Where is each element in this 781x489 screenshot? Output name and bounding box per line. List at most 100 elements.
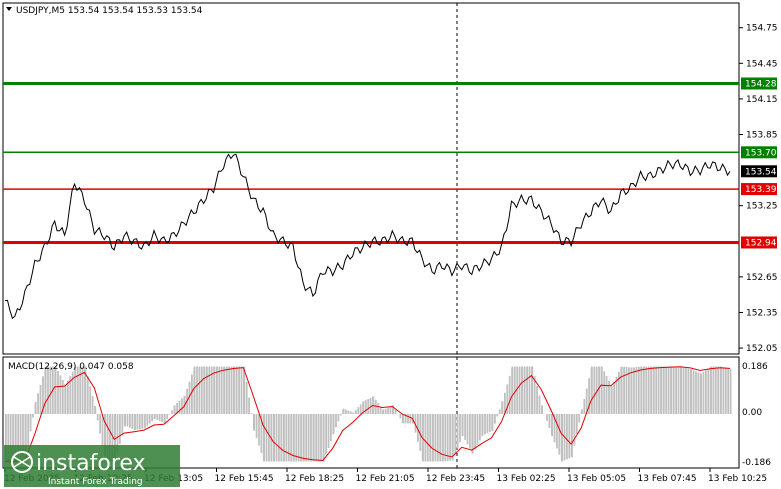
- macd-bar: [171, 410, 173, 414]
- globe-icon: [11, 451, 33, 473]
- macd-bar: [697, 372, 700, 414]
- macd-bar: [42, 376, 44, 414]
- macd-bar: [459, 414, 461, 443]
- macd-bar: [129, 414, 131, 428]
- price-tick-label: 152.05: [746, 344, 778, 354]
- level-tag: [741, 77, 777, 90]
- macd-bar: [446, 414, 449, 461]
- macd-bar: [144, 414, 146, 429]
- macd-bar: [407, 414, 409, 424]
- macd-bar: [67, 380, 69, 414]
- instaforex-logo: instaforex Instant Forex Trading: [4, 445, 180, 487]
- macd-bar: [225, 366, 228, 414]
- macd-bar: [573, 414, 576, 446]
- macd-bar: [337, 414, 340, 422]
- time-tick-label: 12 Feb 18:25: [285, 474, 344, 484]
- macd-bar: [513, 366, 516, 414]
- macd-bar: [5, 414, 7, 462]
- macd-bar: [161, 414, 163, 423]
- macd-bar: [387, 407, 389, 414]
- macd-bar: [461, 414, 464, 436]
- macd-bar: [675, 366, 677, 414]
- macd-bar: [690, 369, 693, 414]
- time-tick-label: 12 Feb 15:45: [215, 474, 274, 484]
- macd-bar: [546, 414, 548, 421]
- macd-bar: [339, 414, 342, 416]
- macd-bar: [203, 366, 206, 414]
- macd-bar: [422, 414, 424, 462]
- macd-bar: [605, 376, 608, 414]
- macd-bar: [134, 414, 136, 431]
- macd-bar: [233, 366, 236, 414]
- macd-bar: [104, 414, 107, 462]
- macd-bar: [176, 403, 178, 414]
- macd-tick-zero: 0.00: [742, 408, 762, 418]
- macd-bar: [682, 367, 685, 414]
- macd-title: MACD(12,26,9) 0.047 0.058: [8, 362, 134, 372]
- macd-bar: [571, 414, 573, 457]
- macd-bar: [399, 414, 402, 419]
- macd-bar: [141, 414, 144, 429]
- macd-bar: [392, 405, 395, 414]
- macd-bar: [158, 414, 161, 421]
- macd-bar: [436, 414, 439, 462]
- macd-bar: [250, 413, 253, 414]
- macd-bar: [357, 407, 360, 414]
- macd-bar: [695, 371, 697, 414]
- macd-bar: [273, 414, 275, 462]
- macd-bar: [652, 366, 655, 414]
- macd-bar: [615, 376, 618, 414]
- price-tick-label: 153.25: [746, 202, 778, 212]
- level-tag: [741, 183, 777, 196]
- level-label: 152.94: [745, 238, 777, 248]
- macd-bar: [29, 414, 32, 432]
- macd-bar: [439, 414, 442, 462]
- macd-bar: [54, 366, 57, 414]
- macd-bar: [645, 366, 648, 414]
- macd-bar: [672, 366, 675, 414]
- time-tick-label: 12 Feb 21:05: [356, 474, 415, 484]
- macd-bar: [7, 414, 10, 462]
- macd-bar: [156, 414, 159, 420]
- macd-bar: [27, 414, 30, 446]
- macd-bar: [521, 366, 524, 414]
- macd-bar: [74, 366, 77, 414]
- macd-bar: [583, 399, 586, 414]
- level-tag: [741, 236, 777, 249]
- macd-bar: [677, 366, 680, 414]
- macd-bar: [347, 410, 350, 414]
- macd-bar: [578, 414, 581, 423]
- macd-bar: [111, 414, 114, 462]
- macd-bar: [479, 414, 481, 441]
- macd-bar: [136, 414, 139, 430]
- macd-bar: [287, 414, 290, 462]
- macd-signal-line: [5, 366, 731, 462]
- macd-bar: [608, 381, 610, 414]
- macd-bar: [377, 403, 380, 414]
- dropdown-arrow-icon[interactable]: [6, 7, 12, 11]
- macd-bar: [253, 414, 256, 431]
- macd-bar: [322, 414, 325, 462]
- macd-bar: [647, 366, 650, 414]
- macd-bar: [660, 366, 663, 414]
- macd-bar: [429, 414, 432, 462]
- macd-bar: [541, 406, 544, 414]
- price-tick-label: 154.75: [746, 24, 778, 34]
- macd-bar: [79, 366, 82, 414]
- macd-bar: [588, 378, 590, 414]
- macd-bar: [476, 414, 479, 445]
- macd-bar: [283, 414, 285, 462]
- macd-bar: [49, 366, 52, 414]
- macd-bar: [501, 401, 504, 414]
- price-tick-label: 152.35: [746, 308, 778, 318]
- macd-bar: [37, 393, 39, 414]
- macd-bar: [680, 366, 683, 414]
- macd-bar: [330, 414, 332, 442]
- macd-bar: [275, 414, 278, 462]
- macd-bar: [14, 414, 17, 462]
- macd-bar: [255, 414, 258, 439]
- macd-bar: [218, 366, 221, 414]
- macd-bar: [481, 414, 484, 436]
- price-panel[interactable]: [2, 2, 740, 355]
